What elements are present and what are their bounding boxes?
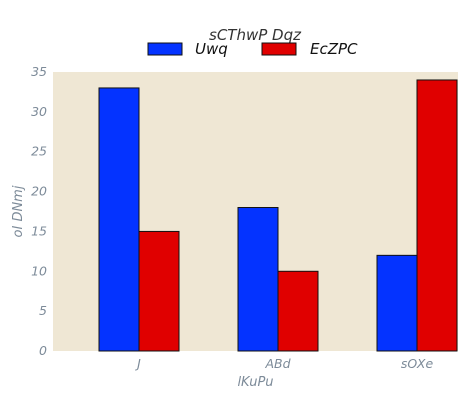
- legend-swatch-EcZPC: [261, 42, 297, 56]
- x-axis-ticks: J ABd sOXe: [134, 356, 433, 371]
- bar-EcZPC-J: [138, 230, 180, 352]
- y-tick-label: 20: [31, 184, 47, 199]
- y-tick-label: 15: [31, 223, 47, 238]
- legend: sCThwP Dqz Uwq EcZPC: [147, 26, 358, 58]
- legend-title: sCThwP Dqz: [209, 26, 302, 44]
- legend-swatch-Uwq: [147, 42, 183, 56]
- y-tick-label: 10: [31, 263, 47, 278]
- bar-EcZPC-sOXe: [416, 79, 458, 352]
- x-tick-label: sOXe: [401, 356, 434, 371]
- y-axis-label: oI DNmj: [11, 185, 26, 237]
- bars-group: [98, 79, 458, 352]
- bar-Uwq-J: [98, 87, 140, 352]
- x-tick-label: J: [134, 356, 141, 371]
- y-axis-ticks: 0 5 10 15 20 25 30 35: [31, 64, 47, 358]
- y-tick-label: 0: [39, 343, 47, 358]
- legend-label-EcZPC: EcZPC: [310, 40, 358, 58]
- x-tick-label: ABd: [264, 356, 290, 371]
- y-tick-label: 35: [31, 64, 47, 79]
- x-axis-label: lKuPu: [237, 375, 273, 390]
- bar-EcZPC-ABd: [277, 270, 319, 352]
- y-tick-label: 30: [31, 104, 47, 119]
- bar-Uwq-sOXe: [376, 254, 418, 352]
- y-tick-label: 25: [31, 144, 47, 159]
- bar-Uwq-ABd: [237, 207, 279, 352]
- legend-label-Uwq: Uwq: [195, 40, 228, 58]
- y-tick-label: 5: [39, 303, 47, 318]
